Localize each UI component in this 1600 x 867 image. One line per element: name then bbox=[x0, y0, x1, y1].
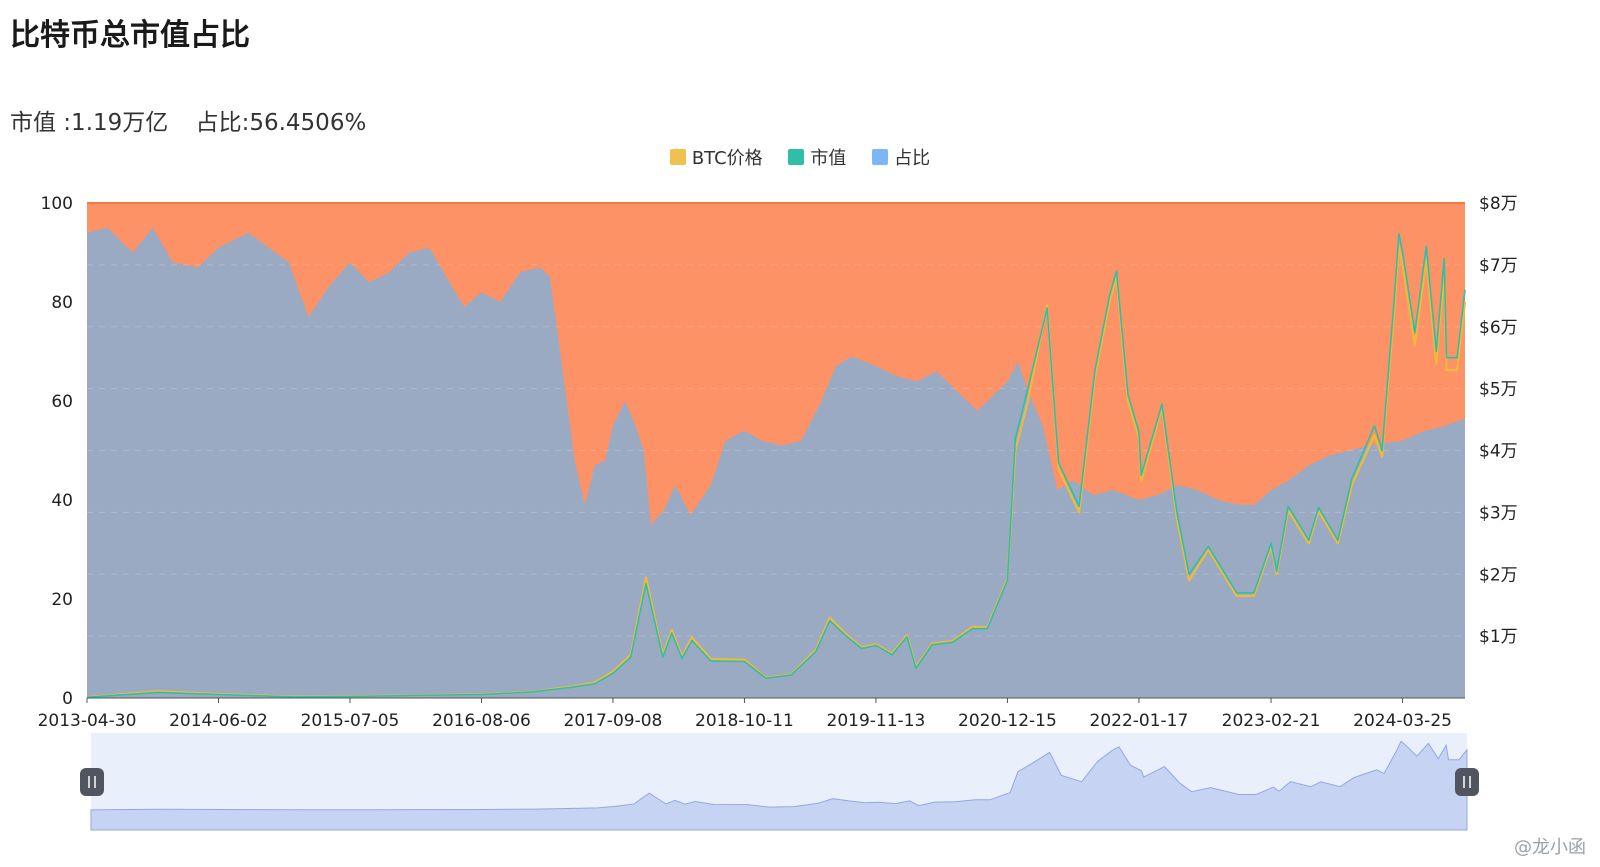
y-left-tick-label: 80 bbox=[51, 293, 73, 313]
legend-swatch-dominance bbox=[872, 149, 889, 165]
market-cap-line bbox=[86, 233, 1466, 699]
y-right-tick-label: $2万 bbox=[1479, 565, 1518, 585]
dominance-area bbox=[87, 227, 1465, 699]
watermark: @龙小函 bbox=[1514, 837, 1586, 858]
y-right-tick-label: $6万 bbox=[1479, 318, 1518, 338]
x-tick-label: 2023-02-21 bbox=[1222, 711, 1321, 731]
zoom-handle-start[interactable] bbox=[80, 768, 104, 796]
y-left-tick-label: 60 bbox=[51, 392, 73, 412]
x-tick-label: 2014-06-02 bbox=[169, 711, 268, 731]
x-tick-label: 2018-10-11 bbox=[695, 711, 794, 731]
legend-item-market-cap[interactable]: 市值 bbox=[788, 144, 846, 170]
y-right-tick-label: $7万 bbox=[1479, 256, 1518, 276]
y-left-tick-label: 20 bbox=[51, 590, 73, 610]
legend-swatch-price bbox=[669, 149, 686, 165]
market-cap-stat: 市值 :1.19万亿 bbox=[10, 110, 169, 136]
y-left-tick-label: 0 bbox=[62, 689, 73, 709]
dominance-stat: 占比:56.4506% bbox=[195, 110, 367, 136]
y-right-tick-label: $4万 bbox=[1479, 442, 1518, 462]
x-tick-label: 2024-03-25 bbox=[1353, 711, 1452, 731]
btc-price-line bbox=[86, 245, 1467, 699]
zoom-handle-grip bbox=[80, 768, 104, 796]
x-tick-label: 2022-01-17 bbox=[1090, 711, 1189, 731]
x-tick-label: 2019-11-13 bbox=[827, 711, 926, 731]
page-title: 比特币总市值占比 bbox=[10, 18, 250, 53]
legend-label-price: BTC价格 bbox=[691, 148, 763, 169]
legend-item-price[interactable]: BTC价格 bbox=[669, 144, 763, 170]
legend-label-market-cap: 市值 bbox=[810, 148, 847, 169]
x-tick-label: 2013-04-30 bbox=[38, 711, 137, 731]
x-tick-label: 2015-07-05 bbox=[301, 711, 400, 731]
chart-legend: BTC价格 市值 占比 bbox=[0, 144, 1600, 170]
legend-swatch-market-cap bbox=[788, 149, 805, 165]
legend-label-dominance: 占比 bbox=[894, 148, 931, 169]
summary-stats: 市值 :1.19万亿 占比:56.4506% bbox=[10, 103, 386, 137]
legend-item-dominance[interactable]: 占比 bbox=[872, 144, 930, 170]
y-left-tick-label: 40 bbox=[51, 491, 73, 511]
y-right-tick-label: $8万 bbox=[1479, 194, 1518, 214]
y-right-tick-label: $5万 bbox=[1479, 380, 1518, 400]
zoom-handle-end[interactable] bbox=[1455, 768, 1479, 796]
x-tick-label: 2016-08-06 bbox=[432, 711, 531, 731]
zoom-slider-preview bbox=[90, 740, 1468, 831]
x-tick-label: 2020-12-15 bbox=[958, 711, 1057, 731]
y-right-tick-label: $1万 bbox=[1479, 627, 1518, 647]
x-tick-label: 2017-09-08 bbox=[564, 711, 663, 731]
y-left-tick-label: 100 bbox=[41, 194, 73, 214]
zoom-handle-grip bbox=[1455, 768, 1479, 796]
y-right-tick-label: $3万 bbox=[1479, 503, 1518, 523]
